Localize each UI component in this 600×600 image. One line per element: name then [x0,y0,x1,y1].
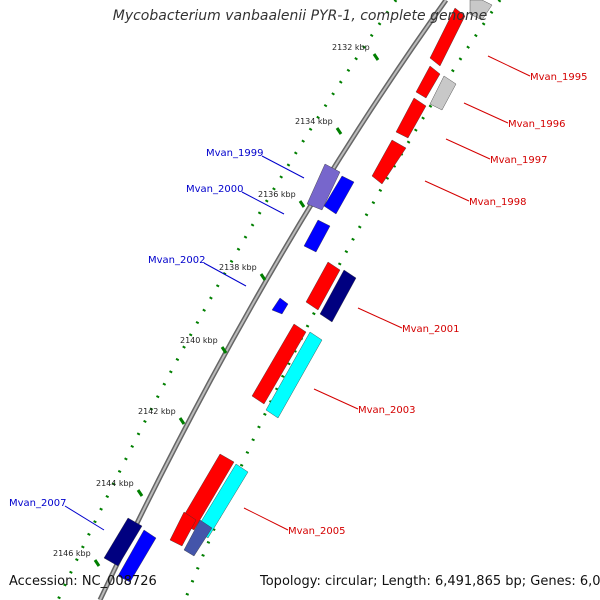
label-leader-line [203,262,247,287]
label-leader-line [445,138,491,160]
map-title: Mycobacterium vanbaalenii PYR-1, complet… [112,8,488,24]
label-leader-line [357,307,403,329]
gene-mvan-2005a-arrow[interactable] [179,453,235,531]
gene-mvan-2003a-arrow[interactable] [251,323,307,405]
kbp-label: 2144 kbp [96,479,134,488]
label-leader-line [313,388,359,410]
kbp-label: 2138 kbp [219,263,257,272]
gene-mvan-1999-arrow[interactable] [306,163,341,211]
gene-label-left[interactable]: Mvan_2002 [148,255,205,266]
tick-marks [56,0,502,600]
kbp-tick [259,273,267,281]
kbp-label: 2142 kbp [138,407,176,416]
gene-mvan-2007a-arrow[interactable] [103,517,143,567]
kbp-label: 2132 kbp [332,43,370,52]
backbone-arc [97,0,449,600]
genome-backbone [97,0,449,600]
gene-label-right[interactable]: Mvan_2005 [288,526,345,537]
kbp-label: 2146 kbp [53,549,91,558]
kbp-tick [220,346,228,354]
gene-mvan-2001b-arrow[interactable] [319,269,357,323]
kbp-tick [93,559,101,567]
accession-text: Accession: NC_008726 [9,574,157,589]
gene-mvan-1996-arrow[interactable] [415,65,441,99]
gene-mvan-1998-arrow[interactable] [371,139,407,185]
kbp-tick [136,489,144,497]
gene-mvan-2005b-arrow[interactable] [195,463,249,539]
label-leader-line [64,505,105,531]
kbp-tick [372,53,380,61]
gene-mvan-2002-arrow[interactable] [271,297,289,315]
gene-mvan-1997-arrow[interactable] [395,97,427,139]
kbp-label: 2140 kbp [180,336,218,345]
gene-mvan-2003b-arrow[interactable] [265,331,323,419]
gene-mvan-1996-pseudo[interactable] [429,75,457,111]
kbp-tick [335,127,343,135]
label-leader-line [241,191,285,215]
gene-mvan-2000-arrow[interactable] [323,175,355,215]
label-leader-line [424,180,470,202]
label-leader-line [243,507,289,531]
backbone-highlight [99,0,447,600]
label-leader-line [487,55,531,77]
gene-mvan-2001a-arrow[interactable] [305,261,341,311]
tick-line-left [56,0,398,600]
kbp-tick [178,417,186,425]
gene-label-left[interactable]: Mvan_2007 [9,498,66,509]
gene-label-right[interactable]: Mvan_1998 [469,197,526,208]
kbp-label: 2136 kbp [258,190,296,199]
gene-label-right[interactable]: Mvan_1996 [508,119,565,130]
genome-summary-text: Topology: circular; Length: 6,491,865 bp… [260,574,600,589]
label-leader-line [261,155,305,179]
gene-label-left[interactable]: Mvan_1999 [206,148,263,159]
gene-label-right[interactable]: Mvan_1997 [490,155,547,166]
gene-label-right[interactable]: Mvan_2001 [402,324,459,335]
gene-label-right[interactable]: Mvan_1995 [530,72,587,83]
kbp-tick [298,200,306,208]
gene-mvan-1995-pseudo[interactable] [469,0,493,21]
gene-label-left[interactable]: Mvan_2000 [186,184,243,195]
gene-label-right[interactable]: Mvan_2003 [358,405,415,416]
gene-mvan-1995-arrow[interactable] [429,7,466,67]
label-leader-line [463,102,509,124]
gene-labels: 2132 kbp 2134 kbp 2136 kbp 2138 kbp 2140 kbp… [9,43,587,558]
gene-features [103,0,493,583]
gene-mvan-2005c-arrow[interactable] [169,511,197,547]
kbp-label: 2134 kbp [295,117,333,126]
gene-mvan-2005d-arrow[interactable] [183,519,213,557]
gene-mvan-2007b-arrow[interactable] [117,529,157,583]
gene-mvan-2000b-arrow[interactable] [303,219,331,253]
